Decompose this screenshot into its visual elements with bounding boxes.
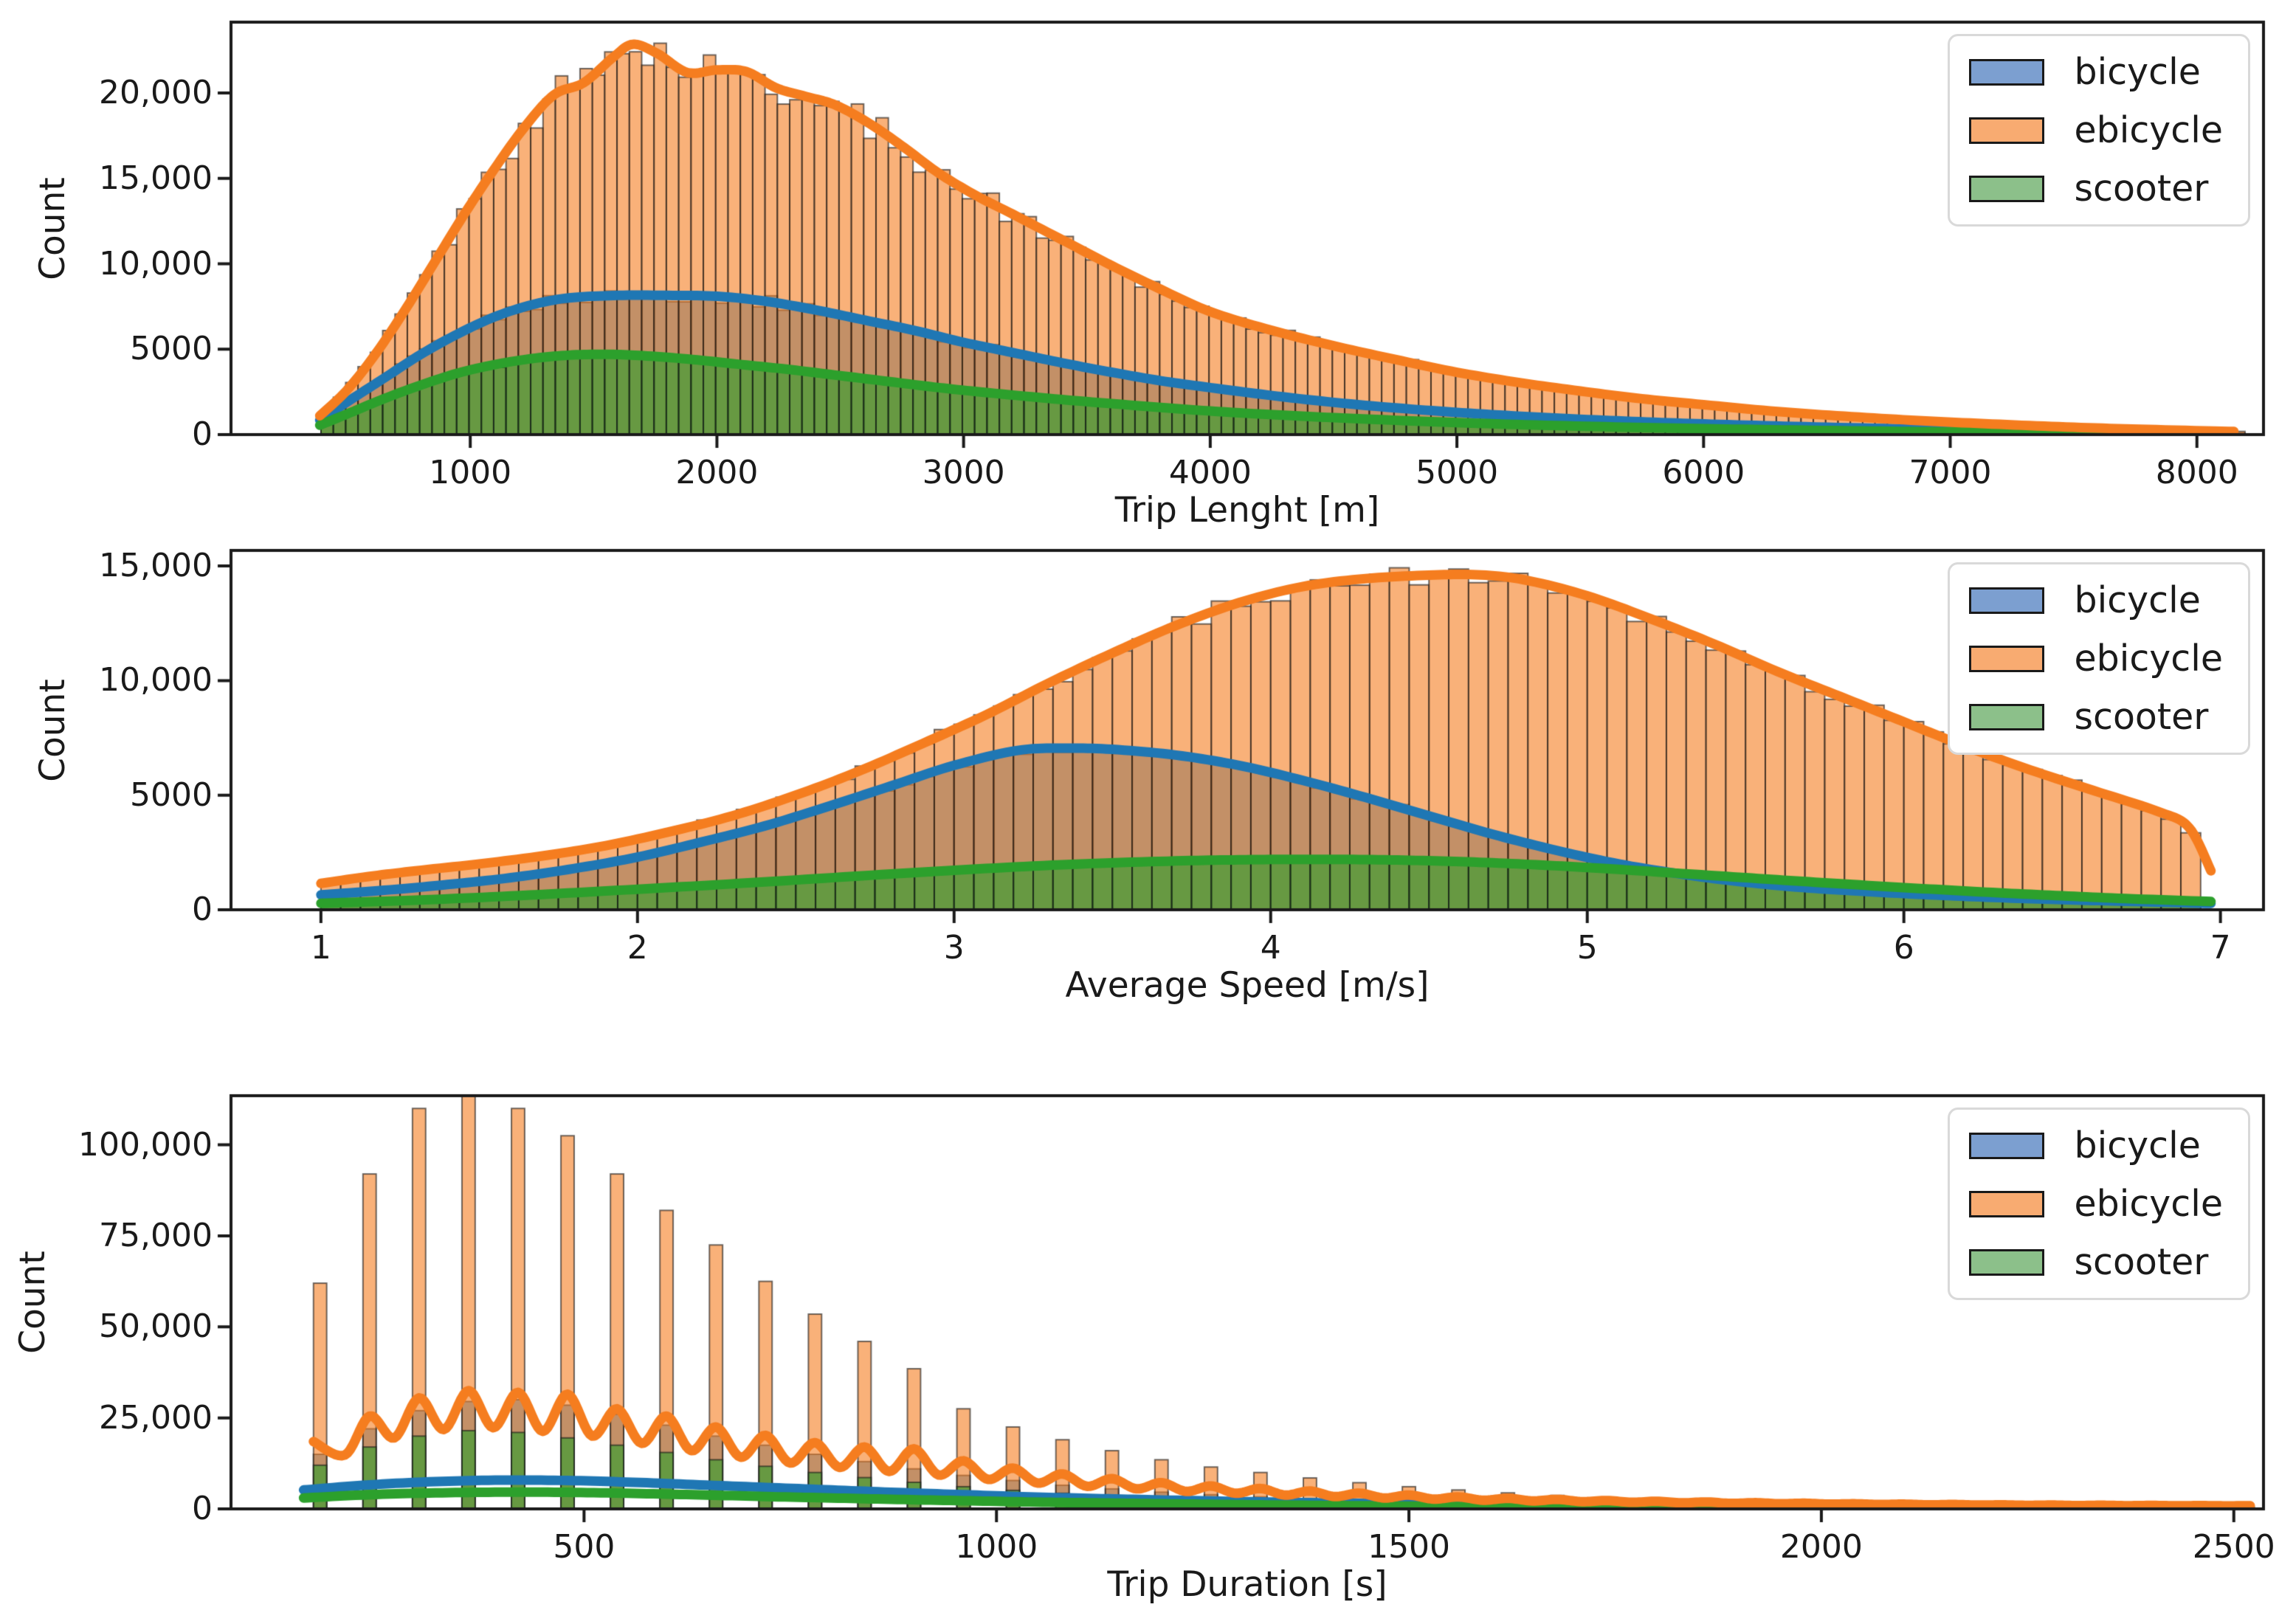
legend-entry-bicycle: bicycle [1969,1127,2223,1164]
x-tick-label: 4 [1260,929,1281,967]
legend-entry-scooter: scooter [1969,1244,2223,1280]
legend-label-bicycle: bicycle [2074,51,2201,93]
y-tick-label: 50,000 [99,1307,213,1346]
y-tick-label: 75,000 [99,1216,213,1254]
x-tick-label: 8000 [2155,454,2238,491]
legend-label-scooter: scooter [2074,1241,2209,1283]
legend-trip-length: bicycle ebicycle scooter [1948,34,2250,227]
x-tick-label: 7 [2210,929,2231,967]
x-axis-label-average-speed: Average Speed [m/s] [1065,965,1430,1006]
legend-trip-duration: bicycle ebicycle scooter [1948,1108,2250,1300]
x-tick-label: 2000 [1779,1528,1863,1566]
x-tick-label: 3 [943,929,965,967]
y-tick-label: 0 [192,891,213,928]
legend-entry-ebicycle: ebicycle [1969,112,2223,148]
y-tick-label: 15,000 [99,159,213,197]
y-tick-label: 0 [192,1490,213,1527]
legend-swatch-bicycle-icon [1969,587,2045,614]
x-axis-label-trip-length: Trip Lenght [m] [1114,490,1380,531]
legend-label-ebicycle: ebicycle [2074,109,2223,151]
y-tick-label: 5000 [130,330,213,368]
x-tick-label: 6 [1893,929,1914,967]
y-tick-label: 100,000 [78,1125,213,1164]
x-tick-label: 2 [627,929,648,967]
legend-swatch-scooter-icon [1969,1248,2045,1276]
legend-entry-bicycle: bicycle [1969,54,2223,90]
y-tick-label: 25,000 [99,1398,213,1437]
legend-swatch-bicycle-icon [1969,1132,2045,1159]
legend-swatch-scooter-icon [1969,175,2045,202]
x-tick-label: 500 [553,1528,616,1566]
x-tick-label: 1000 [429,454,512,491]
x-tick-label: 2000 [675,454,759,491]
legend-swatch-ebicycle-icon [1969,1190,2045,1217]
y-tick-label: 15,000 [99,547,213,585]
legend-label-ebicycle: ebicycle [2074,1183,2223,1225]
y-tick-label: 10,000 [99,244,213,283]
x-axis-label-trip-duration: Trip Duration [s] [1107,1564,1387,1605]
x-tick-label: 3000 [922,454,1005,491]
legend-swatch-ebicycle-icon [1969,117,2045,144]
legend-label-scooter: scooter [2074,167,2209,210]
y-tick-label: 10,000 [99,661,213,699]
legend-swatch-scooter-icon [1969,703,2045,730]
legend-swatch-bicycle-icon [1969,58,2045,86]
x-tick-label: 4000 [1168,454,1252,491]
legend-entry-bicycle: bicycle [1969,582,2223,618]
legend-entry-scooter: scooter [1969,699,2223,735]
x-tick-label: 2500 [2192,1528,2275,1566]
x-tick-label: 1500 [1368,1528,1451,1566]
x-tick-label: 5 [1576,929,1598,967]
x-tick-label: 1000 [955,1528,1038,1566]
x-tick-label: 7000 [1909,454,1992,491]
legend-average-speed: bicycle ebicycle scooter [1948,562,2250,755]
legend-entry-scooter: scooter [1969,170,2223,207]
legend-label-scooter: scooter [2074,696,2209,738]
x-tick-label: 6000 [1662,454,1745,491]
y-tick-label: 20,000 [99,74,213,112]
legend-label-bicycle: bicycle [2074,579,2201,621]
legend-swatch-ebicycle-icon [1969,645,2045,672]
x-tick-label: 1 [310,929,331,967]
x-tick-label: 5000 [1416,454,1499,491]
legend-label-ebicycle: ebicycle [2074,637,2223,680]
legend-label-bicycle: bicycle [2074,1124,2201,1167]
legend-entry-ebicycle: ebicycle [1969,640,2223,677]
y-tick-label: 0 [192,415,213,453]
legend-entry-ebicycle: ebicycle [1969,1186,2223,1222]
y-tick-label: 5000 [130,775,213,814]
